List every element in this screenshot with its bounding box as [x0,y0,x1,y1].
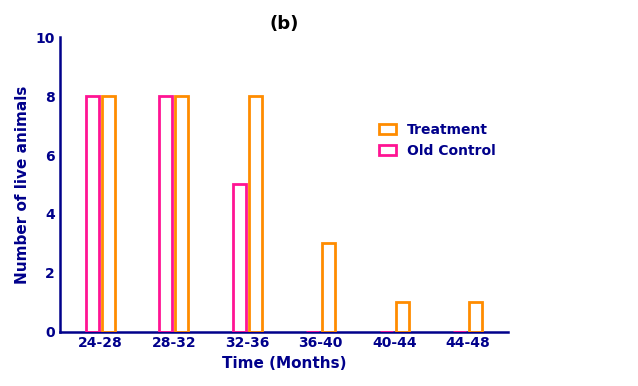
Bar [175,96,188,332]
Bar [85,96,99,332]
Bar [232,185,246,332]
X-axis label: Time (Months): Time (Months) [222,356,346,371]
Bar [322,243,336,332]
Bar [469,302,482,332]
Bar [249,96,262,332]
Bar [396,302,409,332]
Title: (b): (b) [269,15,299,33]
Y-axis label: Number of live animals: Number of live animals [15,85,30,284]
Bar [101,96,115,332]
Bar [159,96,172,332]
Legend: Treatment, Old Control: Treatment, Old Control [374,117,501,163]
